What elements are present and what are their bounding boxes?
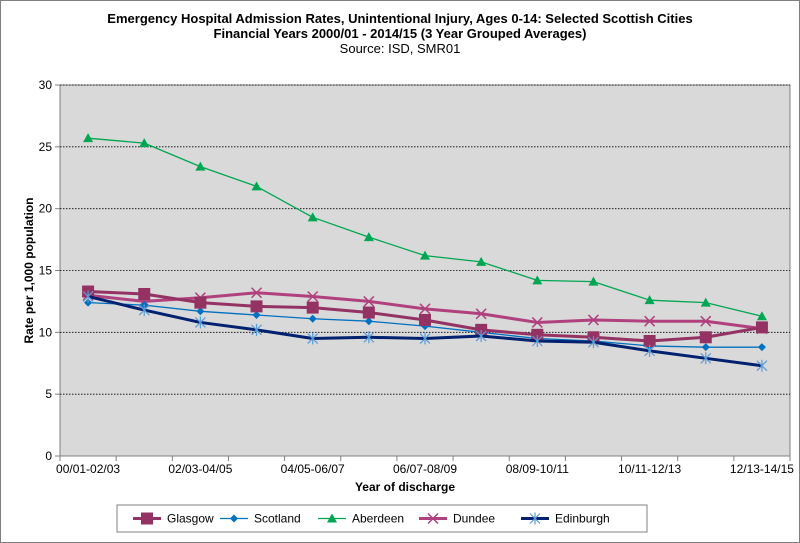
data-point-scotland — [757, 343, 766, 352]
legend-item-dundee: Dundee — [419, 512, 495, 526]
data-point-aberdeen — [139, 138, 150, 148]
data-point-edinburgh — [644, 344, 656, 357]
data-point-aberdeen — [588, 276, 599, 286]
legend-label-glasgow: Glasgow — [167, 512, 214, 526]
x-tick-label: 08/09-10/11 — [506, 462, 569, 476]
data-point-edinburgh — [756, 359, 768, 372]
data-point-aberdeen — [363, 232, 374, 242]
legend-label-aberdeen: Aberdeen — [352, 512, 404, 526]
legend-label-scotland: Scotland — [254, 512, 301, 526]
y-tick-label: 25 — [39, 140, 53, 154]
data-point-aberdeen — [476, 256, 487, 266]
data-point-glasgow — [250, 300, 263, 313]
data-point-glasgow — [699, 331, 712, 344]
data-point-edinburgh — [588, 336, 599, 349]
legend-label-edinburgh: Edinburgh — [555, 512, 610, 526]
data-point-aberdeen — [83, 133, 94, 143]
x-axis-label: Year of discharge — [355, 480, 455, 494]
chart-title: Emergency Hospital Admission Rates, Unin… — [107, 11, 693, 26]
data-point-dundee — [307, 290, 319, 303]
data-point-edinburgh — [251, 323, 262, 336]
x-tick-label: 10/11-12/13 — [618, 462, 681, 476]
data-point-dundee — [419, 303, 431, 315]
data-point-aberdeen — [307, 212, 318, 222]
data-point-scotland — [196, 307, 205, 316]
data-point-scotland — [364, 317, 373, 326]
y-tick-label: 15 — [39, 264, 53, 278]
x-tick-label: 12/13-14/15 — [730, 462, 794, 476]
data-point-scotland — [252, 311, 261, 320]
data-point-aberdeen — [532, 275, 543, 285]
y-tick-label: 5 — [45, 387, 52, 401]
data-point-aberdeen — [195, 161, 206, 171]
chart-subtitle: Financial Years 2000/01 - 2014/15 (3 Yea… — [213, 26, 587, 41]
data-point-edinburgh — [194, 316, 206, 329]
data-point-dundee — [644, 315, 656, 327]
legend-label-dundee: Dundee — [453, 512, 495, 526]
y-tick-label: 10 — [39, 325, 53, 339]
data-point-glasgow — [306, 301, 319, 314]
series-aberdeen — [83, 133, 767, 321]
legend-item-edinburgh: Edinburgh — [521, 512, 610, 526]
legend-item-glasgow: Glasgow — [133, 512, 214, 526]
data-point-glasgow — [138, 287, 151, 300]
data-point-glasgow — [194, 296, 207, 309]
data-point-dundee — [700, 315, 712, 327]
x-tick-label: 06/07-08/09 — [393, 462, 457, 476]
x-tick-label: 02/03-04/05 — [168, 462, 232, 476]
data-point-aberdeen — [756, 311, 767, 321]
legend-marker-edinburgh — [529, 512, 541, 525]
legend-marker-dundee — [427, 512, 439, 525]
y-tick-label: 0 — [45, 449, 52, 463]
data-point-edinburgh — [138, 304, 150, 317]
series-glasgow — [82, 285, 768, 347]
data-point-scotland — [308, 314, 317, 323]
data-point-scotland — [84, 298, 93, 307]
data-point-dundee — [475, 308, 487, 320]
data-point-edinburgh — [307, 332, 319, 345]
legend — [116, 504, 648, 533]
data-point-glasgow — [755, 321, 768, 334]
x-tick-label: 00/01-02/03 — [56, 462, 120, 476]
x-tick-label: 04/05-06/07 — [281, 462, 345, 476]
y-axis-label: Rate per 1,000 population — [22, 197, 36, 343]
data-point-aberdeen — [420, 250, 430, 260]
legend-item-aberdeen: Aberdeen — [318, 512, 404, 526]
data-point-edinburgh — [82, 290, 94, 303]
data-point-dundee — [363, 295, 375, 307]
chart-source: Source: ISD, SMR01 — [339, 41, 461, 56]
legend-marker-aberdeen — [327, 513, 337, 523]
y-tick-label: 20 — [39, 202, 53, 216]
data-point-edinburgh — [531, 334, 543, 347]
data-point-aberdeen — [700, 297, 711, 307]
data-point-edinburgh — [700, 352, 712, 365]
data-point-dundee — [531, 316, 543, 328]
data-point-glasgow — [643, 334, 656, 347]
legend-item-scotland: Scotland — [220, 512, 301, 526]
data-point-scotland — [701, 343, 710, 352]
data-point-edinburgh — [475, 330, 487, 343]
legend-marker-scotland — [230, 514, 238, 523]
data-point-dundee — [251, 287, 263, 299]
data-point-aberdeen — [644, 295, 655, 305]
y-tick-label: 30 — [39, 78, 53, 92]
data-point-glasgow — [362, 306, 375, 319]
legend-marker-glasgow — [141, 512, 153, 525]
data-point-edinburgh — [363, 331, 375, 344]
data-point-glasgow — [419, 313, 431, 326]
data-point-aberdeen — [251, 181, 262, 191]
data-point-dundee — [587, 314, 599, 326]
series-edinburgh — [82, 290, 768, 372]
data-point-edinburgh — [419, 332, 431, 345]
